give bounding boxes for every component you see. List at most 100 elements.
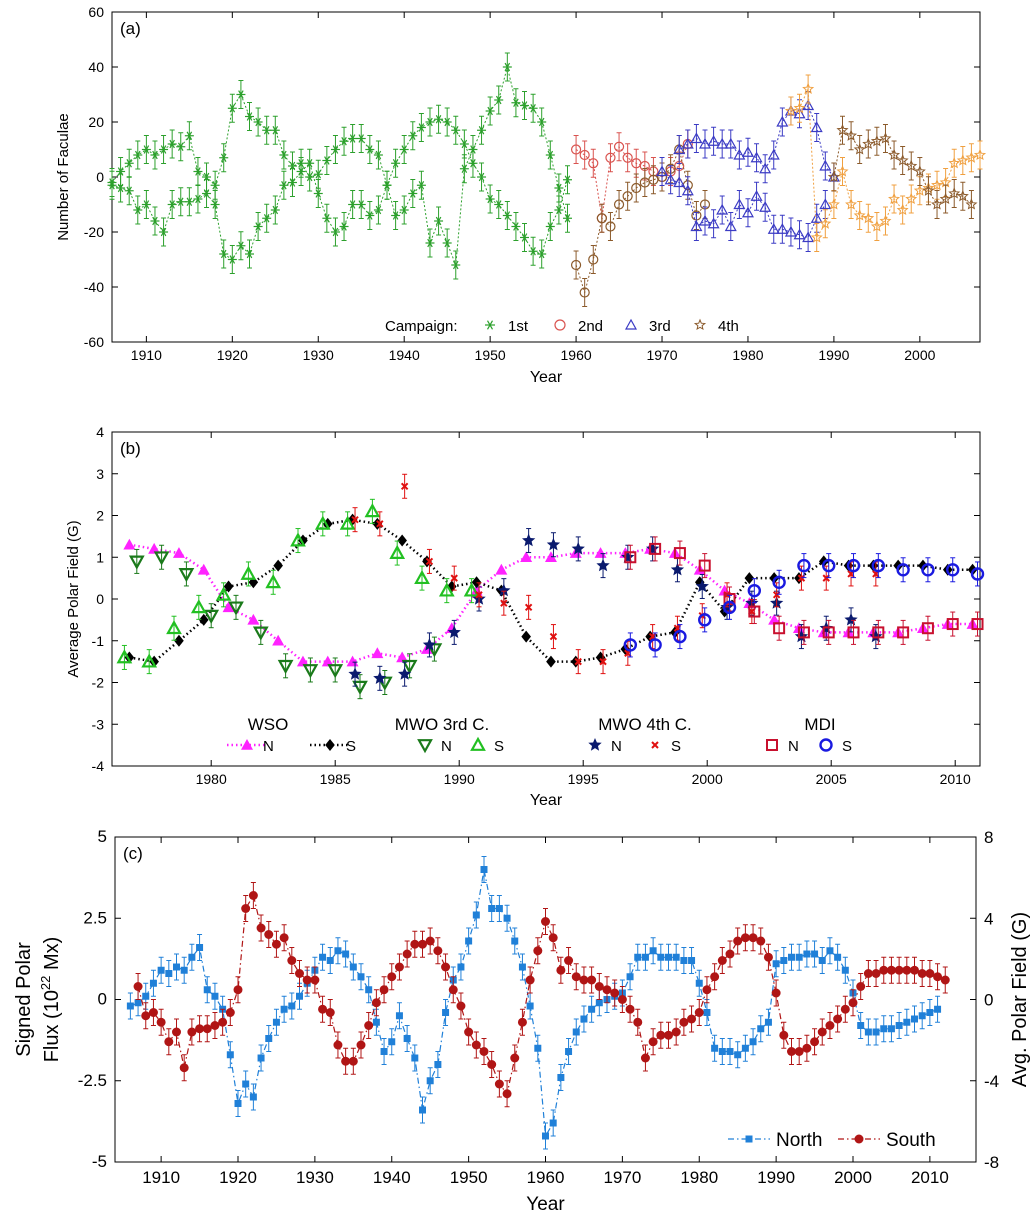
data-point xyxy=(556,965,566,975)
data-point xyxy=(414,569,430,585)
data-point xyxy=(262,214,272,223)
data-point xyxy=(172,547,185,558)
x-tick-label: 1930 xyxy=(303,347,334,363)
plot-frame xyxy=(111,431,981,767)
data-point xyxy=(142,992,150,1000)
data-point xyxy=(921,563,935,577)
data-point xyxy=(939,192,952,205)
data-point xyxy=(548,933,558,943)
data-point xyxy=(422,555,432,568)
marker-stroke xyxy=(186,197,193,206)
data-point xyxy=(495,905,503,912)
marker-stroke xyxy=(444,238,450,248)
panel-c: 1910 1920 1930 1940 1950 1960 1970 1980 1990 2000… xyxy=(13,827,1031,1215)
data-point xyxy=(399,205,409,215)
data-point xyxy=(971,618,984,631)
data-point xyxy=(348,134,358,143)
data-point xyxy=(810,231,823,243)
data-point xyxy=(734,1051,742,1059)
data-point xyxy=(333,1040,343,1050)
y-tick-label: 20 xyxy=(88,114,104,130)
marker-stroke xyxy=(486,320,494,330)
data-point xyxy=(733,148,746,160)
data-point xyxy=(910,965,919,975)
legend-marker xyxy=(766,739,778,751)
y-axis-label: Number of Faculae xyxy=(55,113,72,241)
data-point xyxy=(871,558,886,573)
data-point xyxy=(133,150,143,160)
data-point xyxy=(545,222,555,231)
data-point xyxy=(365,986,373,994)
legend-marker xyxy=(854,1134,864,1144)
data-point xyxy=(724,220,737,232)
data-point xyxy=(613,199,625,210)
marker-stroke xyxy=(160,145,167,154)
marker-stroke xyxy=(427,117,433,127)
data-point xyxy=(640,1053,650,1063)
panel-label: (b) xyxy=(120,439,141,458)
data-point xyxy=(128,555,145,570)
series-South xyxy=(133,882,950,1108)
marker-stroke xyxy=(220,249,227,259)
x-axis-label: Year xyxy=(530,792,563,809)
marker-stroke xyxy=(263,214,270,223)
marker-stroke xyxy=(524,603,533,612)
data-point xyxy=(844,612,858,626)
data-point xyxy=(241,904,251,913)
data-point xyxy=(502,62,512,72)
data-point xyxy=(680,957,688,964)
marker-stroke xyxy=(195,167,201,176)
data-point xyxy=(656,1030,666,1040)
data-point xyxy=(733,936,743,946)
y-axis-label-part: Flux (10 xyxy=(41,990,63,1062)
y-tick-label: -60 xyxy=(84,334,104,350)
data-point xyxy=(485,106,495,116)
data-point xyxy=(940,975,950,985)
data-point xyxy=(339,515,356,530)
marker-stroke xyxy=(255,222,261,231)
data-point xyxy=(649,947,657,955)
marker-stroke xyxy=(152,150,158,160)
data-point xyxy=(389,544,406,559)
data-point xyxy=(394,962,404,972)
data-point xyxy=(167,139,177,149)
data-point xyxy=(198,613,209,626)
data-point xyxy=(665,953,672,961)
data-point xyxy=(223,580,234,593)
data-point xyxy=(494,95,504,105)
data-point xyxy=(510,1053,520,1063)
data-point xyxy=(605,221,616,232)
data-point xyxy=(827,198,840,210)
data-point xyxy=(470,584,483,596)
right-y-tick-label: 8 xyxy=(984,828,993,847)
data-point xyxy=(165,970,173,977)
data-point xyxy=(748,605,761,618)
x-tick-label: 1920 xyxy=(219,1168,257,1187)
data-point xyxy=(408,131,418,140)
legend-label: N xyxy=(263,738,274,755)
data-point xyxy=(759,162,772,174)
data-point xyxy=(718,1048,726,1055)
data-point xyxy=(772,960,780,968)
legend-label: S xyxy=(842,738,852,755)
y-tick-label: -20 xyxy=(84,224,104,240)
data-point xyxy=(822,626,835,639)
data-point xyxy=(888,148,901,161)
marker-stroke xyxy=(332,145,339,154)
data-point xyxy=(707,217,720,229)
marker-stroke xyxy=(495,200,502,209)
x-tick-label: 2000 xyxy=(904,347,935,363)
marker-stroke xyxy=(556,205,562,215)
data-point xyxy=(477,172,487,182)
x-tick-label: 2000 xyxy=(834,1168,872,1187)
legend-label: S xyxy=(494,738,504,755)
data-point xyxy=(451,126,461,135)
data-point xyxy=(219,153,229,162)
data-point xyxy=(342,950,350,958)
data-point xyxy=(649,542,662,555)
data-point xyxy=(740,933,750,943)
data-point xyxy=(836,123,849,136)
data-point xyxy=(520,551,533,563)
data-point xyxy=(391,211,401,220)
data-point xyxy=(520,101,530,110)
